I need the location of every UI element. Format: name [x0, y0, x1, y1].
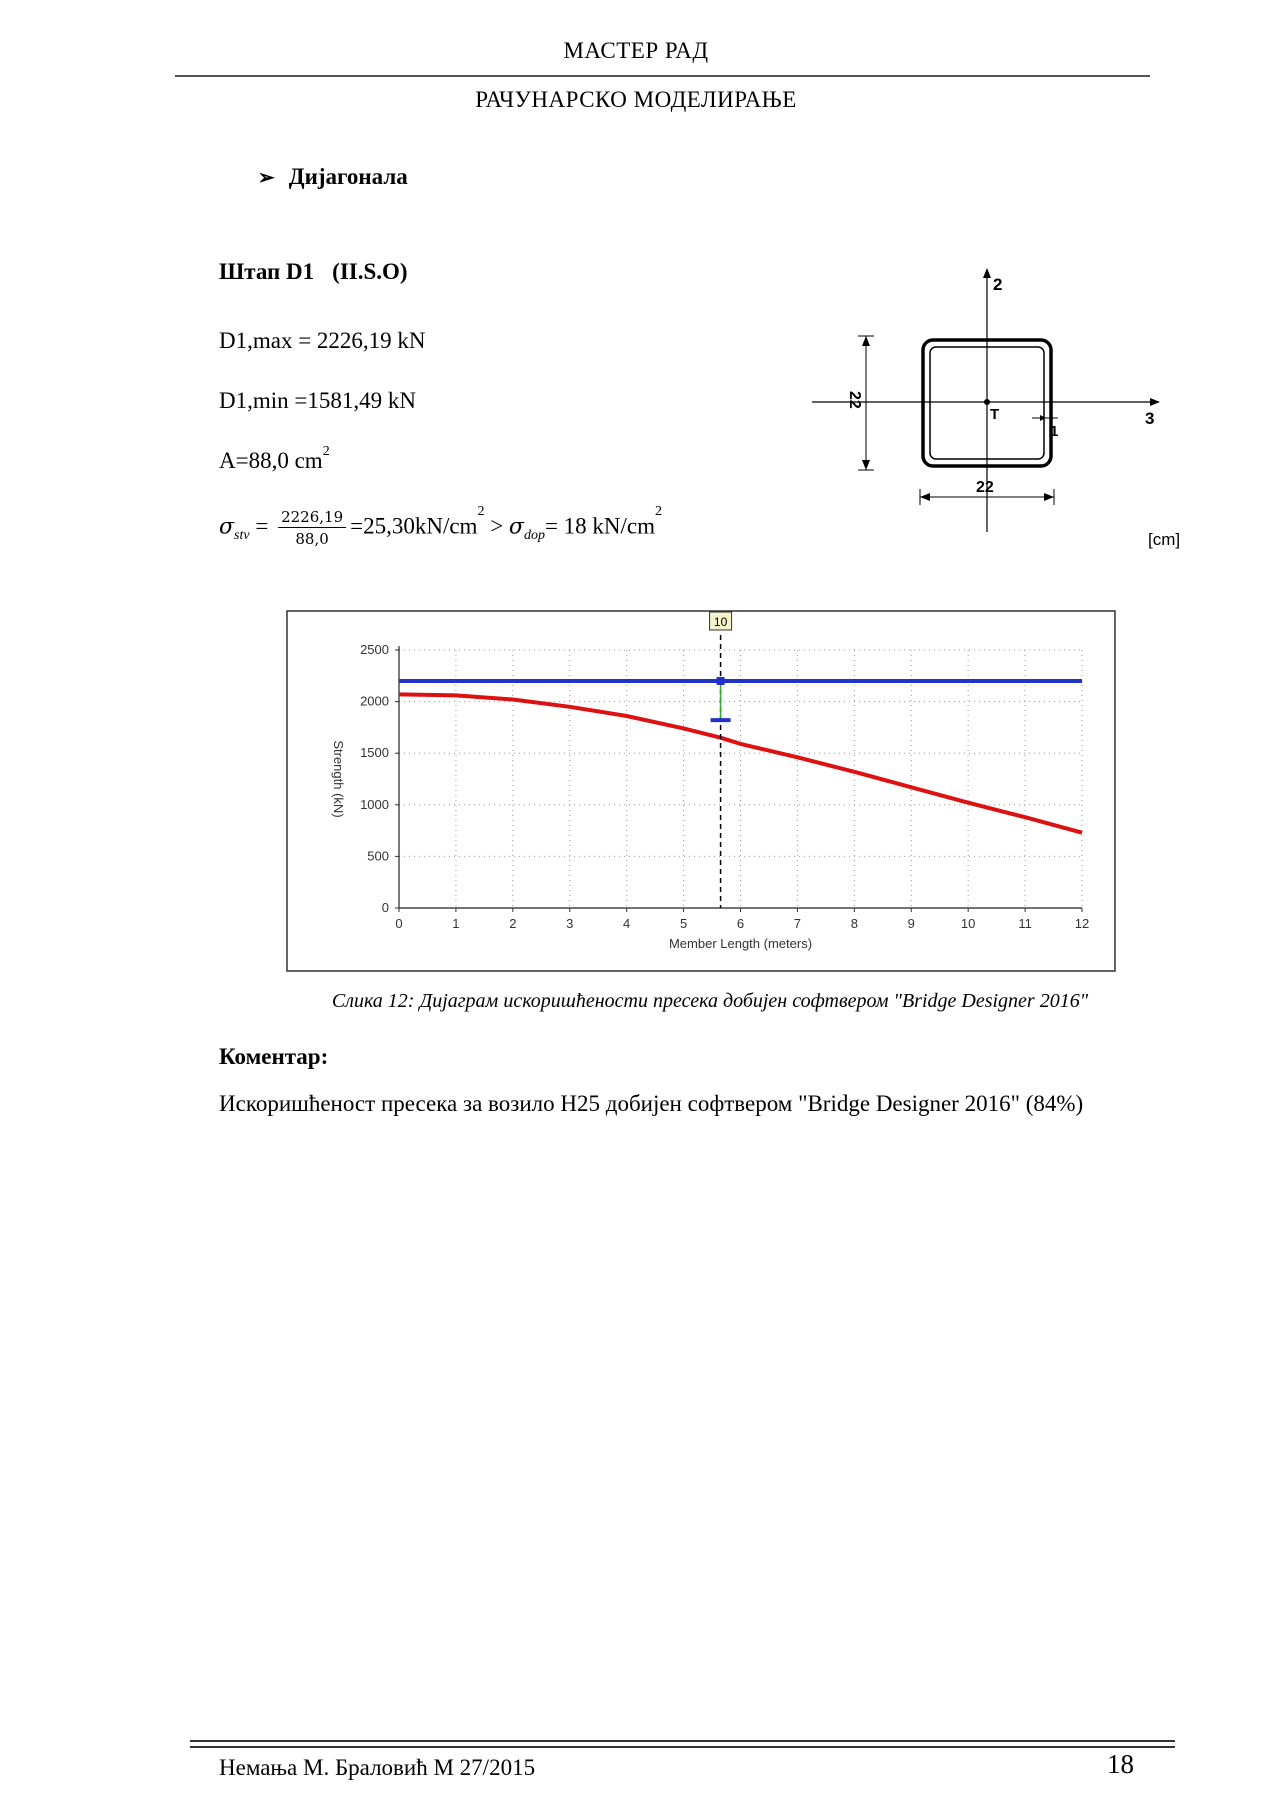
footer-author: Немања М. Браловић М 27/2015 [219, 1755, 536, 1780]
x-tick-label: 9 [908, 916, 915, 931]
x-tick-label: 2 [509, 916, 516, 931]
marker-point [716, 676, 725, 685]
axis-3-arrow-icon [1150, 398, 1160, 406]
x-tick-label: 8 [851, 916, 858, 931]
x-tick-label: 5 [680, 916, 687, 931]
x-tick-label: 12 [1075, 916, 1089, 931]
series-line-2 [398, 692, 1083, 835]
marker-label: 10 [714, 615, 728, 629]
chart-marker: 10 [709, 611, 733, 908]
stress-fraction: 2226,19 88,0 [278, 508, 347, 548]
chart-x-label: Member Length (meters) [669, 936, 812, 951]
x-tick-label: 4 [623, 916, 630, 931]
greater-than: > [484, 513, 509, 539]
sigma-subscript-dop: dop [523, 527, 545, 543]
member-group: (II.S.O) [332, 259, 408, 284]
fraction-denominator: 88,0 [295, 530, 329, 548]
sigma-subscript-stv: stv [234, 527, 250, 543]
box-inner-wall [929, 346, 1045, 460]
x-tick-label: 11 [1018, 916, 1031, 931]
horizontal-dim-arrow-left-icon [920, 493, 930, 501]
member-heading: Штап D1 (II.S.O) [219, 259, 426, 285]
y-tick-label: 1500 [360, 745, 389, 760]
member-name: Штап D1 [219, 259, 315, 284]
allowed-exponent: 2 [655, 504, 663, 519]
y-tick-label: 1000 [360, 797, 389, 812]
comment-heading: Коментар: [219, 1044, 329, 1069]
stress-exponent: 2 [477, 504, 485, 519]
page-number: 18 [1107, 1749, 1134, 1779]
figure-caption: Слика 12: Дијаграм искоришћености пресек… [331, 990, 1089, 1012]
force-min: D1,min =1581,49 kN [219, 388, 416, 413]
axis-2-arrow-icon [983, 268, 991, 278]
centroid-dot [984, 399, 990, 405]
vertical-dim-arrow-bottom-icon [862, 460, 870, 470]
horizontal-dim-label: 22 [976, 479, 994, 496]
sigma-symbol-dop: σ [508, 514, 524, 540]
vertical-dim-arrow-top-icon [862, 336, 870, 346]
x-tick-label: 6 [737, 916, 744, 931]
x-tick-label: 1 [452, 916, 459, 931]
vertical-dim-label: 22 [846, 391, 863, 409]
allowed-stress: = 18 kN/cm [544, 513, 656, 539]
document-header-subtitle: РАЧУНАРСКО МОДЕЛИРАЊЕ [475, 87, 797, 112]
y-tick-label: 0 [382, 900, 389, 915]
chart-series [398, 679, 1083, 835]
section-title: Дијагонала [288, 164, 408, 189]
marker-label-box [709, 611, 733, 631]
x-tick-label: 3 [566, 916, 573, 931]
arrow-bullet-icon: ➢ [258, 167, 275, 189]
box-outer-wall [921, 338, 1053, 468]
chart-frame [286, 610, 1116, 972]
header-rule [175, 75, 1150, 77]
chart-y-label: Strength (kN) [331, 740, 346, 817]
y-tick-label: 2500 [360, 642, 389, 657]
units-label: [cm] [1148, 530, 1181, 549]
area-text: A=88,0 cm [219, 448, 323, 473]
sigma-symbol: σ [219, 514, 235, 540]
fraction-numerator: 2226,19 [278, 508, 347, 528]
chart-grid [399, 649, 1083, 908]
cross-section-diagram: 2 3 T 1 22 22 [812, 268, 1160, 532]
y-tick-label: 2000 [360, 694, 389, 709]
footer-rule [190, 1740, 1175, 1748]
thickness-label: 1 [1050, 423, 1058, 440]
axis-3-label: 3 [1145, 409, 1154, 428]
x-tick-label: 0 [395, 916, 402, 931]
y-tick-label: 500 [367, 848, 389, 863]
section-heading: ➢ Дијагонала [258, 164, 408, 190]
equals-sign: = [255, 513, 269, 539]
document-header-title: МАСТЕР РАД [563, 38, 709, 63]
x-tick-label: 10 [961, 916, 975, 931]
thickness-arrow-icon [1040, 415, 1046, 421]
stress-equation: σstv = 2226,19 88,0 =25,30kN/cm2 > σdop=… [219, 504, 662, 548]
comment-text: Искоришћеност пресека за возило H25 доби… [219, 1091, 1084, 1116]
stress-result: =25,30kN/cm [350, 513, 478, 539]
horizontal-dim-arrow-right-icon [1044, 493, 1054, 501]
axis-2-label: 2 [993, 275, 1002, 294]
area-exponent: 2 [322, 444, 330, 459]
area-value: A=88,0 cm2 [219, 444, 330, 474]
x-tick-label: 7 [794, 916, 801, 931]
centroid-label: T [990, 406, 999, 423]
force-max: D1,max = 2226,19 kN [219, 328, 426, 353]
